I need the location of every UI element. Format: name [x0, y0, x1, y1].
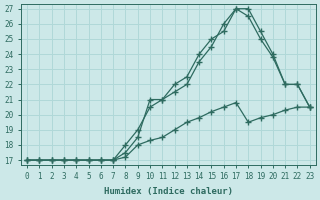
X-axis label: Humidex (Indice chaleur): Humidex (Indice chaleur) [104, 187, 233, 196]
